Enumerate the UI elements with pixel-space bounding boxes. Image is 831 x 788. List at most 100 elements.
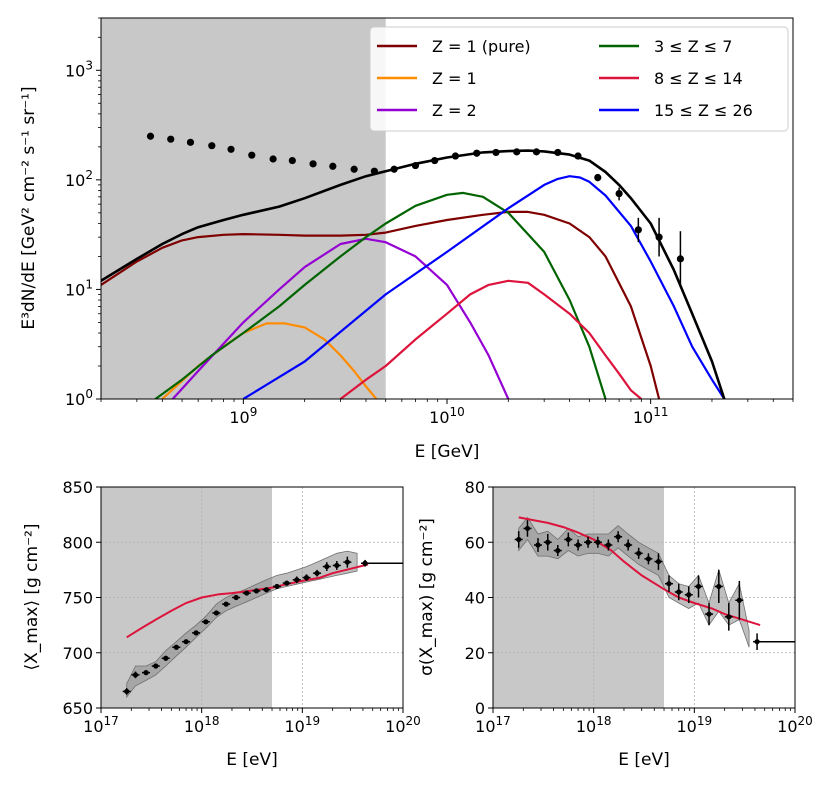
x-tick-label-exponent: 10 bbox=[450, 405, 465, 419]
y-tick-label: 700 bbox=[62, 644, 93, 663]
data-point bbox=[645, 556, 652, 562]
legend-label: 8 ≤ Z ≤ 14 bbox=[654, 69, 743, 88]
y-axis-ticks: 650 700 750 800 850 bbox=[62, 478, 101, 718]
y-tick-label-exponent: 1 bbox=[85, 277, 93, 291]
x-tick-label-exponent: 18 bbox=[596, 714, 611, 728]
data-point bbox=[585, 539, 591, 545]
data-point bbox=[594, 173, 602, 182]
data-point bbox=[370, 167, 378, 175]
x-axis-label: E [GeV] bbox=[415, 442, 480, 462]
x-tick-label-exponent: 20 bbox=[798, 714, 813, 728]
data-point bbox=[716, 583, 722, 590]
y-tick-label: 0 bbox=[475, 699, 485, 718]
data-point bbox=[186, 138, 195, 146]
series-line-total bbox=[101, 149, 726, 399]
series-line-15-z-26 bbox=[242, 175, 726, 399]
data-point bbox=[736, 597, 742, 603]
series-line-z-2 bbox=[171, 237, 510, 399]
data-point bbox=[451, 152, 460, 160]
data-point bbox=[203, 619, 209, 625]
xmax-data-points bbox=[122, 556, 403, 695]
data-point bbox=[294, 577, 300, 583]
data-point bbox=[574, 152, 582, 160]
x-axis-ticks: 1017 1018 1019 1020 bbox=[475, 708, 813, 736]
y-tick-label: 100 bbox=[65, 387, 93, 409]
data-point bbox=[390, 165, 398, 173]
uncertainty-band bbox=[518, 516, 750, 648]
legend-box bbox=[369, 26, 789, 132]
grid bbox=[493, 487, 795, 708]
legend-label: Z = 1 (pure) bbox=[432, 37, 531, 56]
series-line-8-z-14 bbox=[339, 279, 643, 399]
data-point bbox=[555, 547, 561, 554]
data-point bbox=[605, 542, 611, 548]
legend: Z = 1 (pure) Z = 1 Z = 2 3 ≤ Z ≤ 7 8 ≤ Z ≤ 1… bbox=[369, 26, 789, 132]
data-point bbox=[411, 161, 420, 170]
x-tick-label: 109 bbox=[229, 405, 257, 427]
y-tick-label: 750 bbox=[62, 589, 93, 608]
y-tick-label: 650 bbox=[62, 699, 93, 718]
legend-label: 15 ≤ Z ≤ 26 bbox=[654, 101, 753, 120]
data-point bbox=[303, 575, 310, 581]
data-point bbox=[233, 594, 239, 601]
x-tick-label: 1011 bbox=[633, 405, 669, 427]
model-curve bbox=[518, 516, 761, 627]
x-axis-ticks: 1017 1018 1019 1020 bbox=[83, 708, 421, 736]
grid bbox=[101, 487, 403, 708]
y-axis-label: ⟨X_max⟩ [g cm⁻²] bbox=[22, 523, 42, 670]
data-point bbox=[274, 583, 280, 590]
data-point bbox=[248, 151, 256, 159]
data-point bbox=[706, 611, 712, 617]
data-point bbox=[324, 563, 330, 570]
data-point bbox=[350, 165, 358, 173]
data-point bbox=[263, 587, 270, 593]
data-point bbox=[615, 534, 621, 540]
excluded-energy-region bbox=[101, 18, 386, 399]
series-line-z-1-pure- bbox=[101, 210, 661, 399]
y-tick-label: 102 bbox=[65, 168, 93, 190]
x-tick-label: 1010 bbox=[429, 405, 465, 427]
data-point bbox=[666, 581, 672, 587]
data-point bbox=[163, 655, 169, 661]
y-axis-label: σ(X_max) [g cm⁻²] bbox=[417, 518, 437, 676]
x-tick-label-exponent: 9 bbox=[250, 405, 258, 419]
data-point bbox=[146, 132, 155, 140]
series-line-3-z-7 bbox=[154, 191, 607, 399]
data-point bbox=[676, 255, 685, 263]
x-tick-label-exponent: 11 bbox=[653, 405, 668, 419]
data-point bbox=[615, 189, 623, 198]
data-point bbox=[636, 550, 642, 556]
data-point bbox=[575, 542, 581, 548]
data-point bbox=[253, 588, 260, 594]
data-point bbox=[193, 630, 199, 636]
x-axis-label: E [eV] bbox=[618, 750, 670, 770]
data-point bbox=[223, 601, 229, 607]
model-line bbox=[518, 516, 761, 627]
legend-label: 3 ≤ Z ≤ 7 bbox=[654, 37, 732, 56]
y-tick-label-exponent: 0 bbox=[85, 387, 93, 401]
y-tick-label: 850 bbox=[62, 478, 93, 497]
data-point bbox=[314, 570, 320, 576]
data-point bbox=[655, 233, 663, 241]
sigma-data-points bbox=[514, 520, 795, 650]
data-point bbox=[655, 558, 662, 565]
data-point bbox=[183, 639, 189, 645]
legend-label: Z = 1 bbox=[432, 69, 477, 88]
data-point bbox=[545, 539, 551, 545]
data-point bbox=[676, 589, 682, 595]
data-point bbox=[686, 592, 692, 598]
x-tick-label-exponent: 19 bbox=[305, 714, 320, 728]
data-point bbox=[269, 155, 277, 163]
uncertainty-band-area bbox=[518, 516, 750, 648]
data-point bbox=[695, 583, 702, 590]
y-tick-label: 101 bbox=[65, 277, 93, 299]
model-line bbox=[126, 563, 369, 639]
data-point bbox=[244, 590, 250, 596]
y-tick-label-exponent: 2 bbox=[85, 168, 93, 182]
y-tick-label: 20 bbox=[465, 644, 485, 663]
x-tick-label-exponent: 19 bbox=[697, 714, 712, 728]
data-point bbox=[124, 688, 130, 695]
data-point bbox=[284, 580, 290, 586]
data-point bbox=[634, 226, 642, 234]
